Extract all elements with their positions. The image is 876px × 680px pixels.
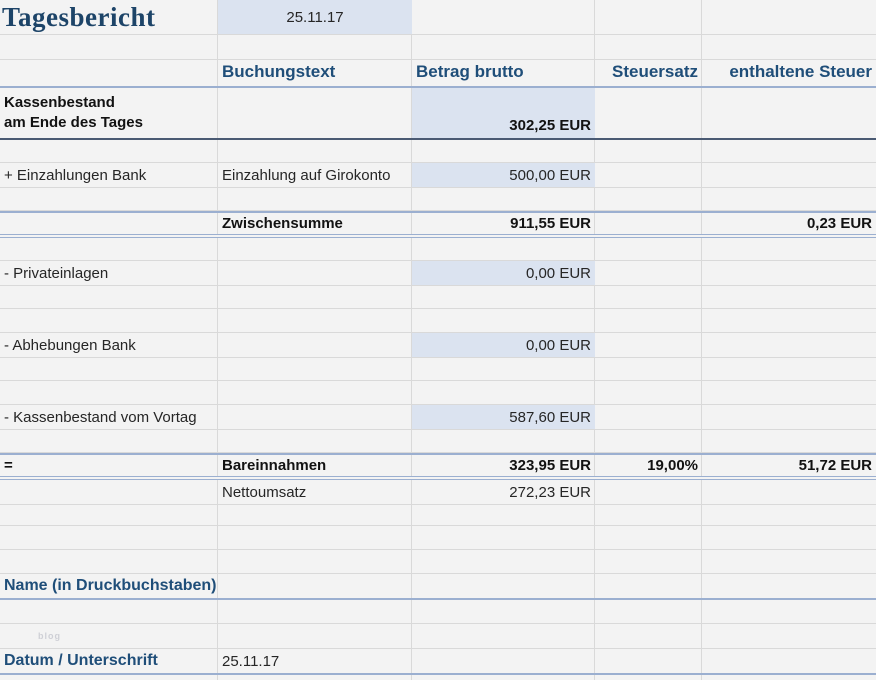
empty-row (0, 600, 876, 624)
amount-cell: 323,95 EUR (509, 457, 591, 474)
header-enthaltene-steuer: enthaltene Steuer (729, 62, 872, 81)
empty-row (0, 188, 876, 211)
row-nettoumsatz: Nettoumsatz 272,23 EUR (0, 480, 876, 505)
amount-cell: 911,55 EUR (510, 215, 591, 232)
row-kassenbestand: Kassenbestand am Ende des Tages 302,25 E… (0, 88, 876, 140)
amount-cell[interactable]: 587,60 EUR (412, 405, 595, 429)
date-signature-cell[interactable]: 25.11.17 (222, 652, 280, 670)
empty-row (0, 675, 876, 680)
row-zwischensumme: Zwischensumme 911,55 EUR 0,23 EUR (0, 211, 876, 238)
empty-row (0, 238, 876, 261)
title-row: Tagesbericht 25.11.17 (0, 0, 876, 35)
row-label: - Abhebungen Bank (4, 336, 136, 354)
empty-row (0, 381, 876, 405)
amount-cell: 272,23 EUR (509, 483, 591, 501)
watermark-row: blog (0, 624, 876, 649)
empty-row (0, 550, 876, 574)
empty-row (0, 358, 876, 381)
row-name-signature: Name (in Druckbuchstaben) (0, 574, 876, 600)
watermark: blog (38, 631, 61, 641)
empty-row (0, 526, 876, 550)
label-line-1: Kassenbestand (4, 94, 115, 111)
row-datum-unterschrift: Datum / Unterschrift 25.11.17 (0, 649, 876, 675)
row-kassenbestand-vortag: - Kassenbestand vom Vortag 587,60 EUR (0, 405, 876, 430)
buchungstext-cell[interactable]: Einzahlung auf Girokonto (222, 166, 391, 184)
header-buchungstext: Buchungstext (222, 62, 336, 81)
column-header-row: Buchungstext Betrag brutto Steuersatz en… (0, 60, 876, 88)
page-title: Tagesbericht (2, 1, 156, 32)
row-label: Name (in Druckbuchstaben) (4, 577, 217, 594)
empty-row (0, 309, 876, 333)
amount-cell[interactable]: 0,00 EUR (412, 261, 595, 285)
tax-amount-cell: 51,72 EUR (798, 457, 872, 474)
amount-cell[interactable]: 500,00 EUR (412, 163, 595, 187)
row-privateinlagen: - Privateinlagen 0,00 EUR (0, 261, 876, 286)
equals-sign: = (4, 457, 13, 474)
empty-row (0, 286, 876, 309)
row-label: - Privateinlagen (4, 264, 109, 282)
row-label: Bareinnahmen (222, 457, 327, 474)
row-bareinnahmen: = Bareinnahmen 323,95 EUR 19,00% 51,72 E… (0, 453, 876, 480)
row-abhebungen-bank: - Abhebungen Bank 0,00 EUR (0, 333, 876, 358)
label-line-2: am Ende des Tages (4, 114, 143, 131)
row-einzahlungen-bank: + Einzahlungen Bank Einzahlung auf Girok… (0, 163, 876, 188)
name-input-cell[interactable] (218, 574, 412, 598)
amount-cell[interactable]: 0,00 EUR (412, 333, 595, 357)
header-betrag-brutto: Betrag brutto (416, 62, 524, 81)
tax-rate-cell: 19,00% (647, 457, 698, 474)
row-label: Datum / Unterschrift (4, 652, 158, 669)
row-label: - Kassenbestand vom Vortag (4, 408, 197, 426)
empty-row (0, 430, 876, 453)
row-label: Zwischensumme (222, 215, 343, 232)
empty-row (0, 505, 876, 526)
report-date-cell[interactable]: 25.11.17 (218, 0, 412, 34)
empty-row (0, 140, 876, 163)
row-label: + Einzahlungen Bank (4, 166, 147, 184)
empty-row (0, 35, 876, 60)
amount-cell[interactable]: 302,25 EUR (412, 88, 595, 138)
header-steuersatz: Steuersatz (612, 62, 698, 81)
tax-amount-cell: 0,23 EUR (806, 215, 872, 232)
row-label: Nettoumsatz (222, 483, 307, 501)
row-label: Kassenbestand am Ende des Tages (0, 88, 218, 138)
